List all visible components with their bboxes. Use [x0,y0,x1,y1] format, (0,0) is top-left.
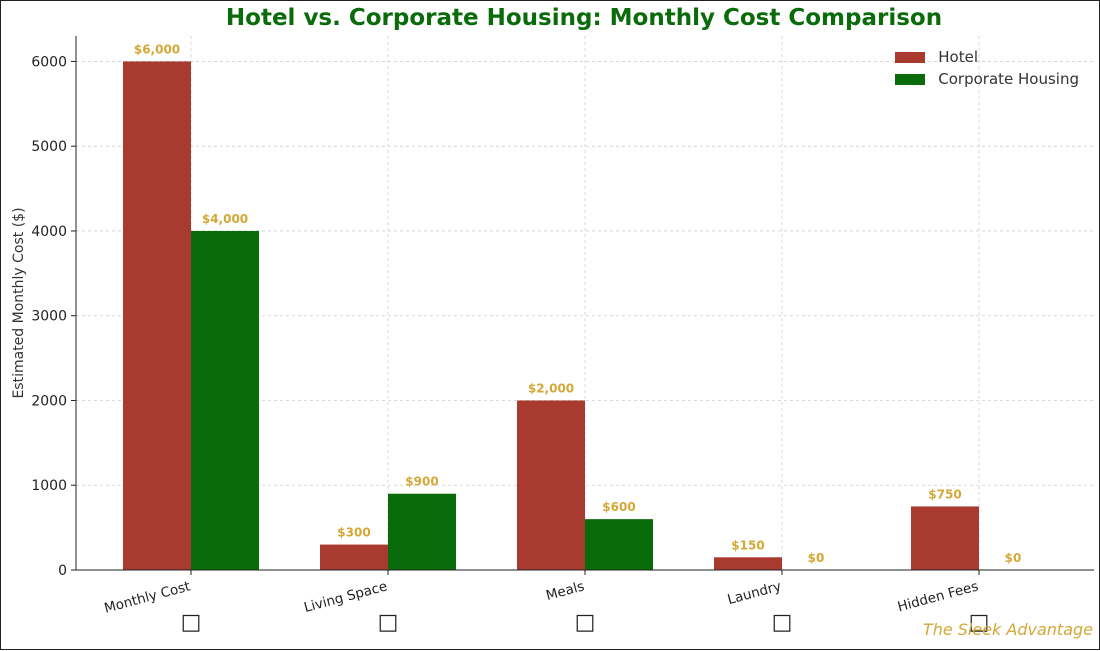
y-tick-label-1000: 1000 [31,478,67,494]
data-label-hotel-living-space: $300 [337,526,370,540]
bar-corporate-housing-living-space [388,493,456,570]
legend-swatch-hotel [895,51,926,63]
y-tick-label-3000: 3000 [31,309,67,325]
x-tick-label-hidden-fees: Hidden Fees [896,578,980,615]
category-icon-living-space: □ [378,610,399,635]
data-label-hotel-meals: $2,000 [528,381,574,395]
data-label-corporate-housing-meals: $600 [602,500,635,514]
bar-hotel-meals [517,400,585,570]
y-tick-label-2000: 2000 [31,393,67,409]
x-tick-label-meals: Meals [544,578,586,604]
bar-hotel-hidden-fees [911,506,979,570]
y-tick-label-0: 0 [58,563,67,579]
legend-swatch-corporate-housing [895,73,926,85]
data-label-hotel-laundry: $150 [731,538,764,552]
y-tick-label-6000: 6000 [31,54,67,70]
bar-corporate-housing-meals [585,519,653,570]
data-label-corporate-housing-living-space: $900 [405,475,438,489]
data-label-corporate-housing-monthly-cost: $4,000 [202,212,248,226]
category-icon-meals: □ [575,610,596,635]
bar-hotel-monthly-cost [123,61,191,571]
x-tick-label-monthly-cost: Monthly Cost [103,578,192,616]
legend-label-hotel: Hotel [938,48,978,66]
category-icon-laundry: □ [772,610,793,635]
legend: Hotel Corporate Housing [895,46,1079,90]
data-label-hotel-monthly-cost: $6,000 [134,42,180,56]
category-icon-monthly-cost: □ [181,610,202,635]
y-axis-label: Estimated Monthly Cost ($) [11,207,27,398]
y-tick-label-5000: 5000 [31,139,67,155]
legend-label-corporate-housing: Corporate Housing [938,70,1079,88]
bar-corporate-housing-monthly-cost [191,230,259,570]
watermark: The Sleek Advantage [922,620,1093,639]
chart-title: Hotel vs. Corporate Housing: Monthly Cos… [225,5,943,31]
category-icon-hidden-fees: □ [969,610,990,635]
data-label-hotel-hidden-fees: $750 [928,487,961,501]
bar-hotel-laundry [714,557,782,570]
x-tick-label-living-space: Living Space [302,578,389,616]
x-tick-label-laundry: Laundry [726,578,783,608]
legend-item-hotel: Hotel [895,46,1079,68]
legend-item-corporate-housing: Corporate Housing [895,68,1079,90]
data-label-corporate-housing-laundry: $0 [808,551,825,565]
bar-hotel-living-space [320,544,388,570]
data-label-corporate-housing-hidden-fees: $0 [1005,551,1022,565]
y-tick-label-4000: 4000 [31,224,67,240]
